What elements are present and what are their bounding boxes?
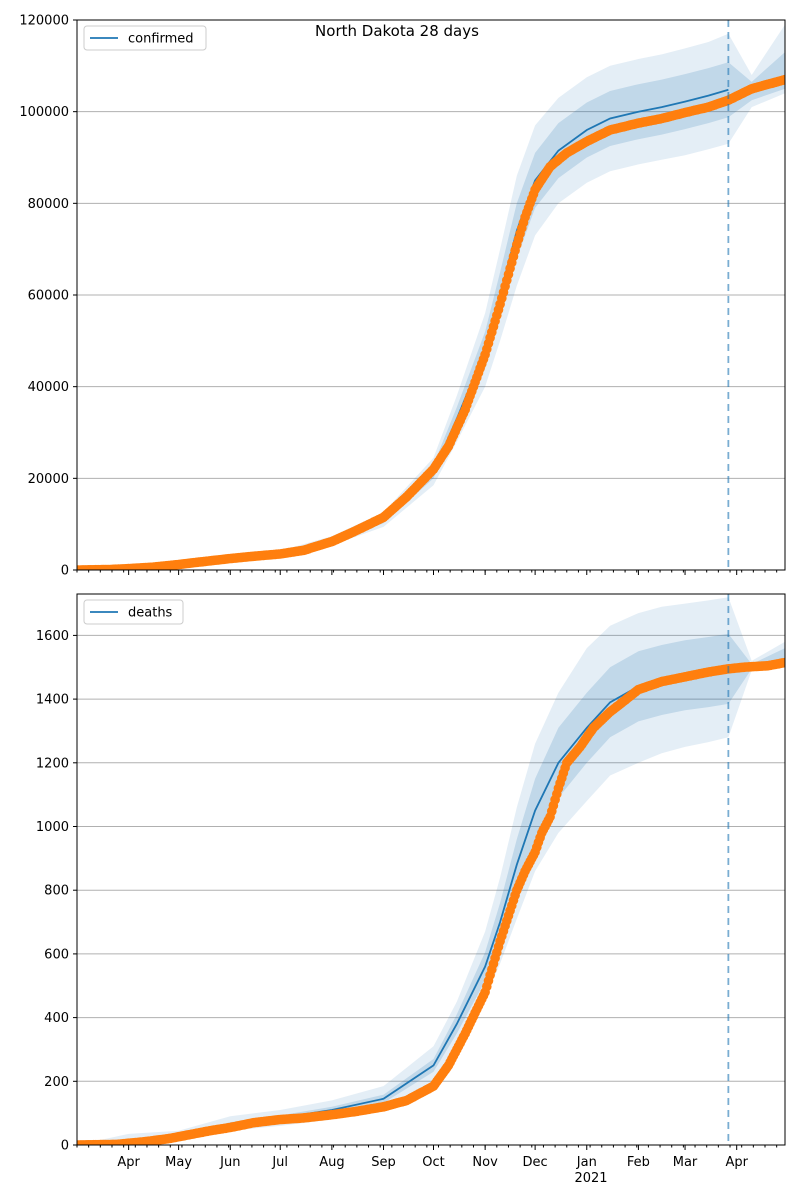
- axes-frame: [76, 593, 786, 1146]
- y-tick-label: 400: [44, 1011, 69, 1026]
- x-axis-tick-labels: Apr May Jun Jul Aug Sep Oct Nov Dec Jan Feb Mar Apr: [117, 1155, 748, 1170]
- legend-label: confirmed: [128, 32, 194, 47]
- legend-box: [83, 25, 207, 51]
- y-tick-label: 600: [44, 947, 69, 962]
- x-tick-label: Jul: [271, 1155, 288, 1170]
- y-tick-label: 1400: [36, 693, 69, 708]
- y-tick-label: 200: [44, 1075, 69, 1090]
- figure-title: North Dakota 28 days: [315, 22, 479, 40]
- x-tick-label: Mar: [673, 1155, 698, 1170]
- y-tick-label: 120000: [19, 14, 69, 29]
- x-tick-label: Feb: [627, 1155, 650, 1170]
- confidence-band-inner: [77, 62, 729, 570]
- x-axis-year-label: 2021: [574, 1171, 607, 1186]
- y-tick-label: 1000: [36, 820, 69, 835]
- x-tick-label: Oct: [422, 1155, 444, 1170]
- deaths-chart: 0 200 400 600 800 1000 1200 1400 1600 deaths: [36, 593, 786, 1154]
- y-tick-label: 1600: [36, 629, 69, 644]
- plot-area: [77, 597, 785, 1145]
- confidence-band-outer: [77, 33, 729, 570]
- x-tick-label: May: [165, 1155, 192, 1170]
- legend-box: [83, 599, 184, 625]
- x-tick-label: Jun: [219, 1155, 240, 1170]
- confidence-band-inner: [77, 633, 729, 1145]
- y-tick-label: 0: [61, 1139, 69, 1154]
- legend: confirmed: [83, 25, 207, 51]
- x-tick-label: Aug: [319, 1155, 344, 1170]
- x-tick-label: Apr: [725, 1155, 748, 1170]
- x-tick-label: Nov: [472, 1155, 498, 1170]
- y-tick-label: 20000: [28, 472, 69, 487]
- x-tick-label: Apr: [117, 1155, 140, 1170]
- y-tick-label: 800: [44, 884, 69, 899]
- x-tick-label: Sep: [371, 1155, 396, 1170]
- x-tick-label: Dec: [523, 1155, 548, 1170]
- legend: deaths: [83, 599, 184, 625]
- plot-area: [77, 20, 785, 570]
- confirmed-chart: 0 20000 40000 60000 80000 100000 120000 confirm…: [19, 14, 786, 579]
- y-tick-label: 60000: [28, 289, 69, 304]
- y-tick-label: 0: [61, 564, 69, 579]
- y-tick-label: 40000: [28, 380, 69, 395]
- confidence-band-outer: [77, 597, 729, 1145]
- y-tick-label: 100000: [19, 105, 69, 120]
- legend-label: deaths: [128, 606, 173, 621]
- observed-point: [780, 657, 785, 668]
- observed-point: [780, 74, 785, 85]
- y-tick-label: 80000: [28, 197, 69, 212]
- y-tick-label: 1200: [36, 756, 69, 771]
- x-tick-label: Jan: [576, 1155, 597, 1170]
